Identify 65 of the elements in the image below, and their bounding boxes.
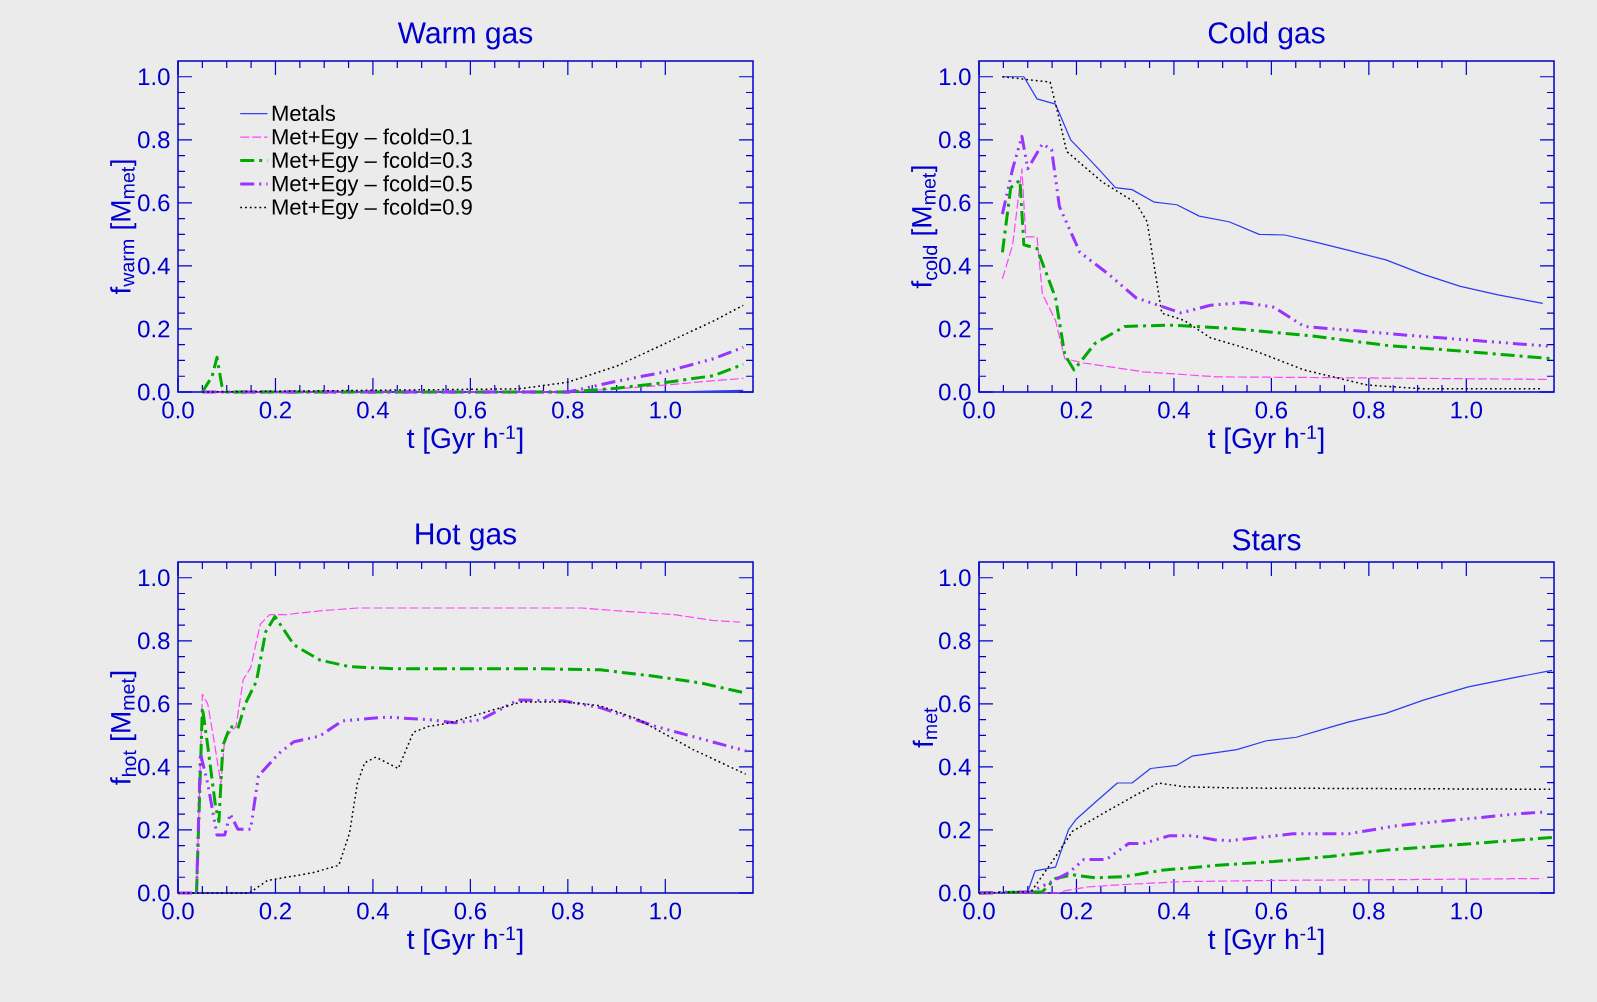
y-tick-label: 0.2: [138, 821, 170, 839]
x-tick-label: 0.6: [1255, 902, 1288, 920]
x-tick-label: 0.8: [1353, 902, 1385, 920]
x-tick-label: 0.2: [1060, 902, 1092, 920]
chart-title: Cold gas: [1208, 21, 1325, 50]
x-tick-label: 0.2: [1060, 401, 1092, 419]
chart-title: Stars: [1232, 529, 1301, 551]
y-tick-label: 1.0: [939, 569, 971, 587]
y-tick-label: 0.6: [138, 194, 170, 212]
x-tick-label: 0.8: [552, 401, 584, 419]
y-tick-label: 0.0: [138, 383, 170, 401]
y-tick-label: 0.4: [138, 257, 170, 275]
y-tick-label: 0.0: [138, 884, 170, 902]
y-tick-label: 1.0: [138, 569, 170, 587]
y-tick-label: 0.2: [939, 821, 971, 839]
y-axis-title: f$_{warm}$ [M$_{met}$]: [110, 160, 137, 295]
y-tick-label: 0.2: [939, 320, 971, 338]
x-tick-label: 0.6: [454, 902, 487, 920]
y-tick-label: 0.8: [138, 632, 170, 650]
x-tick-label: 0.0: [963, 401, 995, 419]
x-tick-label: 1.0: [650, 401, 682, 419]
y-tick-label: 0.8: [939, 632, 971, 650]
y-tick-label: 0.2: [138, 320, 170, 338]
y-tick-label: 0.6: [939, 194, 971, 212]
y-tick-label: 0.4: [939, 257, 971, 275]
x-tick-label: 1.0: [1451, 902, 1483, 920]
x-tick-label: 0.6: [454, 401, 487, 419]
x-tick-label: 1.0: [1451, 401, 1483, 419]
x-tick-label: 0.0: [963, 902, 995, 920]
y-tick-label: 1.0: [939, 68, 971, 86]
x-tick-label: 0.0: [162, 902, 194, 920]
x-tick-label: 0.8: [1353, 401, 1385, 419]
legend-label: Met+Egy – fcold=0.5: [272, 175, 472, 196]
x-tick-label: 0.0: [162, 401, 194, 419]
y-tick-label: 0.8: [138, 131, 170, 149]
x-tick-label: 0.4: [357, 401, 389, 419]
y-axis-title: f$_{met}$: [912, 707, 938, 748]
y-tick-label: 0.4: [138, 758, 170, 776]
x-tick-label: 0.4: [1158, 401, 1190, 419]
x-tick-label: 0.8: [552, 902, 584, 920]
y-tick-label: 0.4: [939, 758, 971, 776]
x-tick-label: 0.2: [259, 902, 291, 920]
y-tick-label: 0.6: [939, 695, 971, 713]
x-tick-label: 0.2: [259, 401, 291, 419]
y-axis-title: f$_{cold}$ [M$_{met}$]: [911, 166, 938, 289]
y-axis-title: f$_{hot}$ [M$_{met}$]: [110, 671, 137, 785]
x-tick-label: 0.4: [357, 902, 389, 920]
y-tick-label: 0.0: [939, 383, 971, 401]
x-tick-label: 1.0: [650, 902, 682, 920]
x-axis-title: t [Gyr h$^{-1}$]: [1208, 926, 1324, 955]
chart-title: Hot gas: [416, 523, 517, 551]
x-axis-title: t [Gyr h$^{-1}$]: [1208, 425, 1324, 454]
y-tick-label: 0.6: [138, 695, 170, 713]
y-tick-label: 0.8: [939, 131, 971, 149]
legend-label: Met+Egy – fcold=0.3: [272, 151, 472, 173]
x-tick-label: 0.6: [1255, 401, 1288, 419]
x-axis-title: t [Gyr h$^{-1}$]: [407, 926, 523, 955]
legend-label: Met+Egy – fcold=0.1: [272, 128, 472, 149]
y-tick-label: 0.0: [939, 884, 971, 902]
legend-label: Metals: [272, 104, 336, 122]
chart-title: Warm gas: [397, 22, 533, 50]
y-tick-label: 1.0: [138, 68, 170, 86]
legend-label: Met+Egy – fcold=0.9: [272, 198, 472, 220]
x-tick-label: 0.4: [1158, 902, 1190, 920]
x-axis-title: t [Gyr h$^{-1}$]: [407, 425, 523, 454]
